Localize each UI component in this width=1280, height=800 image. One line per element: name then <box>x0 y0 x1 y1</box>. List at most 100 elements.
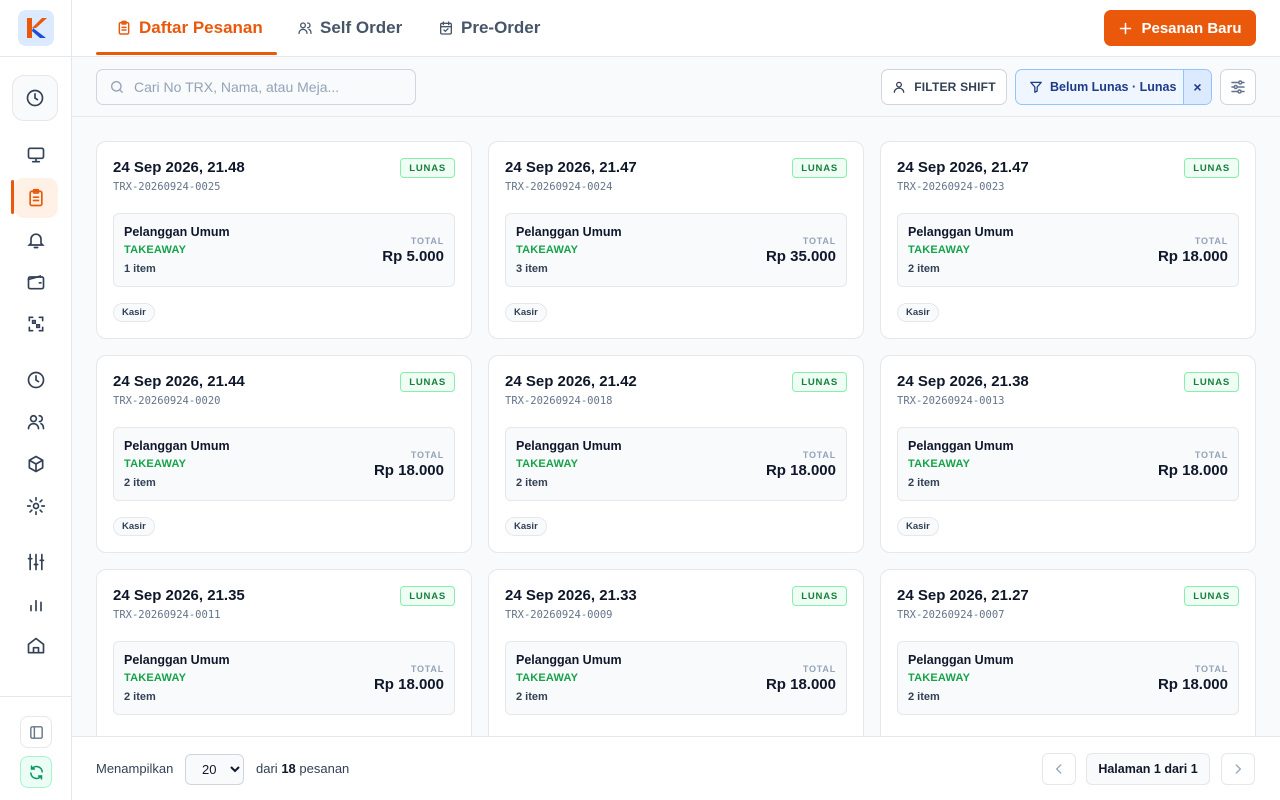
chevron-right-icon <box>1235 764 1242 774</box>
total-label: TOTAL <box>802 236 836 246</box>
order-type: TAKEAWAY <box>124 458 187 470</box>
sidebar-item-settings[interactable] <box>14 486 58 526</box>
sidebar-item-wallet[interactable] <box>14 262 58 302</box>
sidebar-item-store[interactable] <box>14 626 58 666</box>
source-chip: Kasir <box>113 517 155 536</box>
total-amount: Rp 5.000 <box>382 248 444 265</box>
customer-name: Pelanggan Umum <box>516 225 622 239</box>
order-trx-number: TRX-20260924-0013 <box>897 395 1005 407</box>
sidebar-item-scan[interactable] <box>14 304 58 344</box>
order-trx-number: TRX-20260924-0023 <box>897 181 1005 193</box>
total-label: TOTAL <box>410 664 444 674</box>
order-summary: Pelanggan Umum TAKEAWAY 3 item TOTAL Rp … <box>505 213 847 287</box>
tab-self-order[interactable]: Self Order <box>297 0 402 56</box>
gear-icon <box>26 496 46 516</box>
total-amount: Rp 18.000 <box>1157 248 1228 265</box>
sliders-icon <box>1231 80 1245 94</box>
tab-order-list[interactable]: Daftar Pesanan <box>116 0 263 56</box>
sidebar-collapse-button[interactable] <box>20 716 52 748</box>
order-card[interactable]: 24 Sep 2026, 21.33 TRX-20260924-0009 LUN… <box>488 569 864 736</box>
tab-pre-order[interactable]: Pre-Order <box>438 0 540 56</box>
package-icon <box>28 455 44 473</box>
total-label: TOTAL <box>410 450 444 460</box>
sidebar-item-orders[interactable] <box>14 178 58 218</box>
qr-scan-icon <box>28 316 44 332</box>
order-date: 24 Sep 2026, 21.48 <box>113 159 245 176</box>
status-filter: Belum Lunas · Lunas × <box>1015 69 1212 105</box>
search-input[interactable] <box>134 79 404 95</box>
new-order-button[interactable]: Pesanan Baru <box>1104 10 1256 46</box>
order-trx-number: TRX-20260924-0007 <box>897 609 1005 621</box>
store-icon <box>27 637 45 654</box>
total-label: TOTAL <box>802 664 836 674</box>
item-count: 2 item <box>124 477 156 489</box>
order-card[interactable]: 24 Sep 2026, 21.48 TRX-20260924-0025 LUN… <box>96 141 472 339</box>
chevron-left-icon <box>1055 764 1062 774</box>
order-date: 24 Sep 2026, 21.44 <box>113 373 245 390</box>
sidebar-item-history[interactable] <box>14 360 58 400</box>
sidebar-item-products[interactable] <box>14 444 58 484</box>
sidebar-item-shift-clock[interactable] <box>12 75 58 121</box>
order-card[interactable]: 24 Sep 2026, 21.47 TRX-20260924-0024 LUN… <box>488 141 864 339</box>
item-count: 2 item <box>124 691 156 703</box>
total-amount: Rp 18.000 <box>1157 676 1228 693</box>
status-filter-label: Belum Lunas · Lunas <box>1050 80 1177 94</box>
unit-label: pesanan <box>299 761 350 776</box>
order-card[interactable]: 24 Sep 2026, 21.35 TRX-20260924-0011 LUN… <box>96 569 472 736</box>
order-card[interactable]: 24 Sep 2026, 21.47 TRX-20260924-0023 LUN… <box>880 141 1256 339</box>
item-count: 1 item <box>124 263 156 275</box>
total-label: TOTAL <box>1194 236 1228 246</box>
status-badge: LUNAS <box>1184 372 1239 392</box>
search-icon <box>111 81 123 93</box>
wallet-icon <box>27 275 45 290</box>
source-chip: Kasir <box>113 303 155 322</box>
item-count: 2 item <box>908 691 940 703</box>
next-page-button[interactable] <box>1221 753 1255 785</box>
total-amount: Rp 18.000 <box>373 676 444 693</box>
order-trx-number: TRX-20260924-0009 <box>505 609 613 621</box>
page-info: Halaman 1 dari 1 <box>1086 753 1210 785</box>
users-icon <box>27 414 45 430</box>
order-grid: 24 Sep 2026, 21.48 TRX-20260924-0025 LUN… <box>72 117 1280 736</box>
source-chip: Kasir <box>897 517 939 536</box>
item-count: 2 item <box>908 263 940 275</box>
order-type: TAKEAWAY <box>908 244 971 256</box>
status-filter-button[interactable]: Belum Lunas · Lunas <box>1016 70 1183 104</box>
sidebar-item-adjust[interactable] <box>14 542 58 582</box>
filter-shift-label: FILTER SHIFT <box>914 80 996 94</box>
users-icon <box>298 22 312 34</box>
calendar-check-icon <box>440 21 452 35</box>
page-size-select[interactable]: 20 <box>185 754 244 785</box>
order-type: TAKEAWAY <box>124 244 187 256</box>
order-card[interactable]: 24 Sep 2026, 21.27 TRX-20260924-0007 LUN… <box>880 569 1256 736</box>
customer-name: Pelanggan Umum <box>124 439 230 453</box>
sidebar-item-pos[interactable] <box>14 135 58 175</box>
showing-label: Menampilkan <box>96 761 174 776</box>
order-summary: Pelanggan Umum TAKEAWAY 2 item TOTAL Rp … <box>113 427 455 501</box>
order-date: 24 Sep 2026, 21.27 <box>897 587 1029 604</box>
status-badge: LUNAS <box>792 372 847 392</box>
order-trx-number: TRX-20260924-0020 <box>113 395 221 407</box>
total-amount: Rp 35.000 <box>765 248 836 265</box>
order-card[interactable]: 24 Sep 2026, 21.44 TRX-20260924-0020 LUN… <box>96 355 472 553</box>
source-chip: Kasir <box>897 303 939 322</box>
view-settings-button[interactable] <box>1220 69 1256 105</box>
sidebar-item-customers[interactable] <box>14 402 58 442</box>
order-summary: Pelanggan Umum TAKEAWAY 2 item TOTAL Rp … <box>505 427 847 501</box>
order-card[interactable]: 24 Sep 2026, 21.38 TRX-20260924-0013 LUN… <box>880 355 1256 553</box>
order-trx-number: TRX-20260924-0018 <box>505 395 613 407</box>
app-logo[interactable] <box>18 10 54 46</box>
sync-button[interactable] <box>20 756 52 788</box>
clear-filter-button[interactable]: × <box>1183 70 1211 104</box>
status-badge: LUNAS <box>792 158 847 178</box>
sidebar-item-reports[interactable] <box>14 584 58 624</box>
item-count: 2 item <box>908 477 940 489</box>
sidebar-divider-bottom <box>0 696 72 697</box>
order-card[interactable]: 24 Sep 2026, 21.42 TRX-20260924-0018 LUN… <box>488 355 864 553</box>
prev-page-button[interactable] <box>1042 753 1076 785</box>
source-chip: Kasir <box>505 303 547 322</box>
new-order-label: Pesanan Baru <box>1141 19 1242 37</box>
filter-shift-button[interactable]: FILTER SHIFT <box>881 69 1007 105</box>
sidebar-item-notifications[interactable] <box>14 220 58 260</box>
total-label: TOTAL <box>1194 450 1228 460</box>
